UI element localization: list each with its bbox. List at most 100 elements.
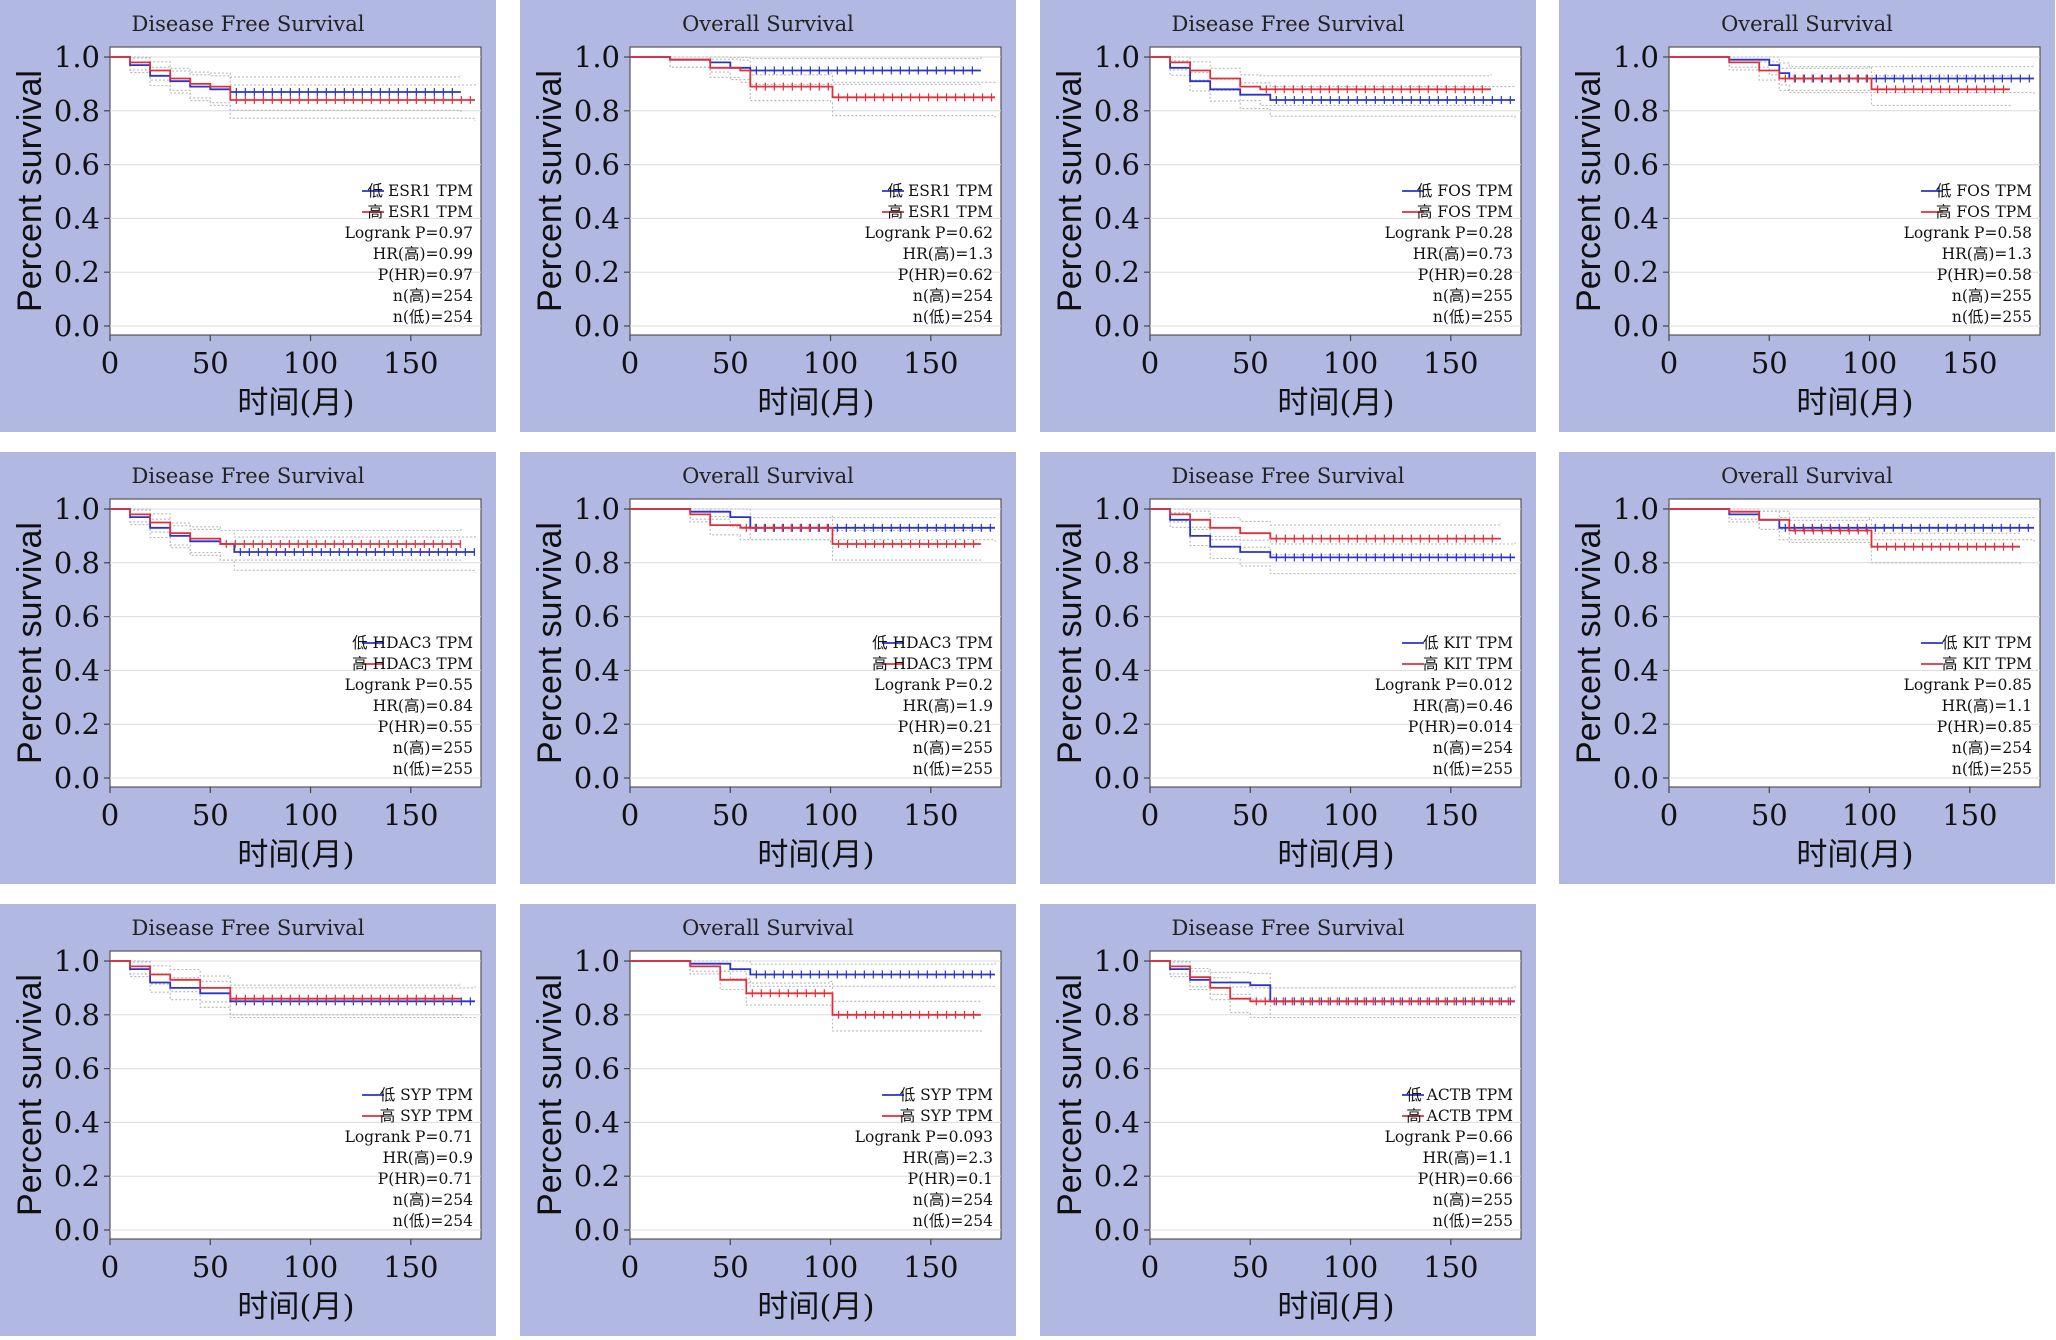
y-tick-label: 0.8 — [574, 998, 620, 1032]
stat-line: n(低)=255 — [1433, 760, 1513, 778]
chart-title: Disease Free Survival — [1172, 12, 1405, 36]
legend-entry: 低 FOS TPM — [1417, 182, 1513, 200]
stat-line: n(低)=255 — [393, 760, 473, 778]
y-tick-label: 0.0 — [54, 309, 100, 343]
x-tick-label: 100 — [1842, 798, 1897, 832]
y-tick-label: 0.4 — [54, 653, 100, 687]
ci-lower-high — [110, 960, 462, 1017]
y-tick-label: 0.2 — [574, 1159, 620, 1193]
y-tick-label: 0.8 — [1094, 546, 1140, 580]
plot-area — [1668, 46, 2041, 336]
y-tick-label: 1.0 — [1613, 40, 1659, 74]
ci-lower-high — [110, 56, 476, 121]
legend-entry: 高 SYP TPM — [380, 1107, 473, 1125]
survival-chart: Disease Free Survival 0.0 0.2 0.4 0.6 0.8 1.0 0… — [1051, 12, 1522, 421]
survival-panel: Overall Survival 0.0 0.2 0.4 0.6 0.8 1.0 0 50 100… — [1559, 0, 2055, 432]
legend-entry: 高 HDAC3 TPM — [352, 655, 473, 673]
y-tick-label: 0.6 — [574, 1052, 620, 1086]
legend-entry: 低 KIT TPM — [1423, 634, 1513, 652]
stat-line: P(HR)=0.1 — [908, 1170, 993, 1188]
stat-line: n(低)=254 — [393, 1212, 473, 1230]
ci-lower-low — [630, 56, 982, 87]
survival-chart: Disease Free Survival 0.0 0.2 0.4 0.6 0.8 1.0 0… — [11, 12, 482, 421]
y-tick-label: 0.8 — [574, 546, 620, 580]
stat-line: P(HR)=0.21 — [898, 718, 993, 736]
ci-lower-high — [1669, 508, 2021, 565]
y-tick-label: 0.4 — [54, 201, 100, 235]
y-tick-label: 0.2 — [1613, 255, 1659, 289]
survival-chart: Disease Free Survival 0.0 0.2 0.4 0.6 0.8 1.0 0… — [1051, 916, 1522, 1325]
stat-line: Logrank P=0.55 — [345, 676, 473, 694]
y-axis-label: Percent survival — [1570, 70, 1608, 312]
x-tick-label: 150 — [383, 346, 438, 380]
chart-title: Disease Free Survival — [132, 464, 365, 488]
stat-line: n(高)=255 — [1433, 287, 1513, 305]
chart-title: Overall Survival — [1721, 12, 1893, 36]
stat-line: HR(高)=2.3 — [903, 1149, 993, 1167]
survival-panel: Overall Survival 0.0 0.2 0.4 0.6 0.8 1.0 0 50 100… — [520, 0, 1016, 432]
y-tick-label: 0.0 — [54, 1213, 100, 1247]
stat-line: HR(高)=0.73 — [1413, 245, 1513, 263]
ci-upper-high — [630, 508, 982, 532]
stat-line: n(高)=254 — [913, 287, 993, 305]
y-tick-label: 0.8 — [1613, 546, 1659, 580]
stat-line: P(HR)=0.66 — [1418, 1170, 1513, 1188]
y-tick-label: 0.6 — [1613, 148, 1659, 182]
x-axis-label: 时间(月) — [757, 1289, 874, 1325]
x-tick-label: 150 — [903, 1250, 958, 1284]
stat-line: HR(高)=0.99 — [373, 245, 473, 263]
stat-line: HR(高)=1.9 — [903, 697, 993, 715]
survival-chart: Overall Survival 0.0 0.2 0.4 0.6 0.8 1.0 0 50 100… — [1570, 12, 2041, 421]
survival-panel: Disease Free Survival 0.0 0.2 0.4 0.6 0.8 1.0 0… — [0, 452, 496, 884]
survival-panel: Overall Survival 0.0 0.2 0.4 0.6 0.8 1.0 0 50 100… — [520, 904, 1016, 1336]
chart-title: Overall Survival — [682, 916, 854, 940]
x-tick-label: 0 — [1141, 1250, 1159, 1284]
y-tick-label: 1.0 — [574, 944, 620, 978]
x-tick-label: 150 — [1423, 346, 1478, 380]
survival-panel: Disease Free Survival 0.0 0.2 0.4 0.6 0.8 1.0 0… — [0, 904, 496, 1336]
stat-line: HR(高)=0.9 — [383, 1149, 473, 1167]
x-tick-label: 150 — [1423, 1250, 1478, 1284]
x-tick-label: 0 — [1660, 798, 1678, 832]
y-tick-label: 0.0 — [1613, 309, 1659, 343]
stat-line: Logrank P=0.28 — [1385, 224, 1513, 242]
stat-line: HR(高)=1.1 — [1423, 1149, 1513, 1167]
x-tick-label: 100 — [283, 798, 338, 832]
x-tick-label: 150 — [903, 798, 958, 832]
y-tick-label: 0.2 — [1094, 1159, 1140, 1193]
y-tick-label: 1.0 — [1094, 492, 1140, 526]
y-axis-label: Percent survival — [531, 522, 569, 764]
stat-line: Logrank P=0.012 — [1375, 676, 1513, 694]
y-tick-label: 1.0 — [1094, 944, 1140, 978]
stat-line: n(高)=255 — [393, 739, 473, 757]
plot-area — [629, 950, 1002, 1240]
y-tick-label: 0.4 — [1094, 1105, 1140, 1139]
stat-line: n(低)=254 — [913, 308, 993, 326]
ci-upper-high — [110, 56, 476, 86]
y-tick-label: 0.6 — [1094, 600, 1140, 634]
x-tick-label: 50 — [192, 1250, 229, 1284]
survival-chart: Overall Survival 0.0 0.2 0.4 0.6 0.8 1.0 0 50 100… — [1570, 464, 2041, 873]
stat-line: P(HR)=0.85 — [1937, 718, 2032, 736]
legend-entry: 低 ESR1 TPM — [888, 182, 994, 200]
stat-line: n(高)=255 — [1952, 287, 2032, 305]
stat-line: n(低)=254 — [393, 308, 473, 326]
chart-title: Overall Survival — [682, 12, 854, 36]
y-tick-label: 0.0 — [574, 1213, 620, 1247]
x-tick-label: 0 — [101, 346, 119, 380]
x-tick-label: 0 — [101, 1250, 119, 1284]
stat-line: P(HR)=0.97 — [378, 266, 473, 284]
x-tick-label: 50 — [1232, 1250, 1269, 1284]
x-tick-label: 150 — [1942, 346, 1997, 380]
survival-curve-high — [1150, 508, 1501, 540]
survival-curve-high — [1669, 508, 2020, 548]
y-tick-label: 1.0 — [1094, 40, 1140, 74]
y-tick-label: 0.2 — [1094, 255, 1140, 289]
survival-chart: Disease Free Survival 0.0 0.2 0.4 0.6 0.8 1.0 0… — [11, 916, 482, 1325]
y-tick-label: 0.2 — [54, 707, 100, 741]
survival-curve-low — [1150, 508, 1515, 559]
y-tick-label: 0.2 — [1094, 707, 1140, 741]
y-tick-label: 0.6 — [54, 600, 100, 634]
x-tick-label: 50 — [712, 798, 749, 832]
stat-line: Logrank P=0.093 — [855, 1128, 993, 1146]
